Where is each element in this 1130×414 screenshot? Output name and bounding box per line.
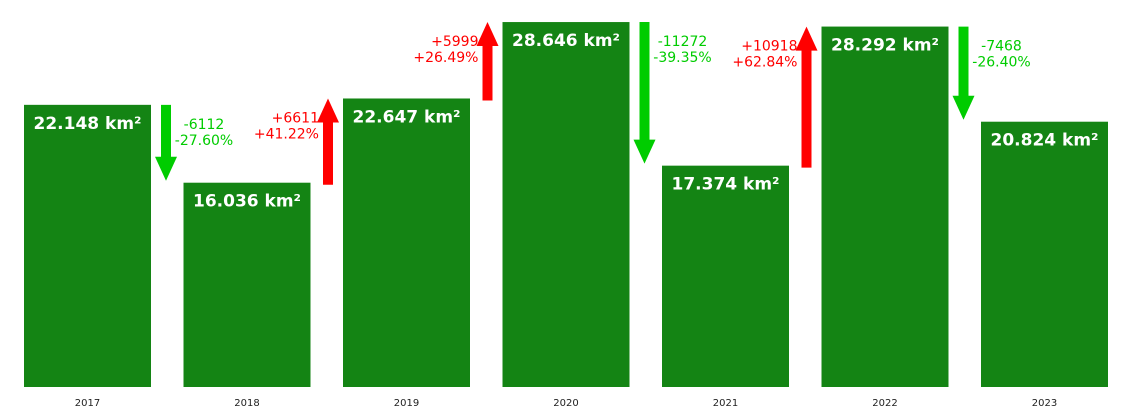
change-arrow-2021	[633, 22, 656, 164]
x-tick-label-2020: 2020	[553, 398, 578, 409]
change-abs-label-2022: +10918	[741, 39, 797, 55]
bar-value-label-2019: 22.647 km²	[353, 107, 461, 127]
x-tick-label-2019: 2019	[394, 398, 419, 409]
change-pct-label-2022: +62.84%	[732, 55, 797, 71]
bars-group: 22.148 km² 16.036 km² 22.647 km² 28.646 km²…	[24, 22, 1108, 388]
bar-2022	[821, 26, 949, 388]
change-arrow-2019	[317, 98, 339, 185]
bar-2017	[24, 104, 151, 387]
bar-value-label-2017: 22.148 km²	[34, 114, 142, 134]
bar-2019	[343, 98, 470, 387]
change-abs-label-2019: +6611	[272, 110, 319, 126]
bar-2020	[502, 22, 630, 388]
bar-value-label-2021: 17.374 km²	[672, 175, 780, 195]
change-arrow-2023	[952, 26, 975, 120]
x-tick-label-2023: 2023	[1032, 398, 1057, 409]
x-tick-label-2022: 2022	[872, 398, 897, 409]
bar-value-label-2022: 28.292 km²	[831, 36, 939, 56]
change-pct-label-2019: +41.22%	[254, 126, 319, 142]
bar-value-label-2020: 28.646 km²	[512, 31, 620, 51]
change-abs-label-2018: -6112	[184, 117, 225, 133]
change-pct-label-2020: +26.49%	[413, 50, 478, 66]
change-pct-label-2023: -26.40%	[972, 55, 1030, 71]
x-tick-labels-group: 2017 2018 2019 2020 2021 2022 2023	[75, 398, 1057, 409]
change-abs-label-2021: -11272	[658, 34, 708, 50]
bar-2018	[183, 182, 311, 387]
change-abs-label-2023: -7468	[981, 39, 1022, 55]
bar-2021	[662, 165, 789, 387]
change-arrow-2020	[476, 22, 499, 101]
change-pct-label-2021: -39.35%	[653, 50, 711, 66]
change-pct-label-2018: -27.60%	[175, 133, 233, 149]
x-tick-label-2017: 2017	[75, 398, 100, 409]
bar-value-label-2018: 16.036 km²	[193, 192, 301, 212]
change-abs-label-2020: +5999	[431, 34, 478, 50]
bar-value-label-2023: 20.824 km²	[991, 131, 1099, 151]
change-arrows-group: -6112-27.60% +6611+41.22% +5999+26.49% -112…	[155, 22, 1031, 185]
change-arrow-2022	[795, 26, 818, 168]
x-tick-label-2018: 2018	[234, 398, 259, 409]
bar-2023	[981, 121, 1108, 387]
x-tick-label-2021: 2021	[713, 398, 738, 409]
change-arrow-2018	[155, 104, 177, 181]
